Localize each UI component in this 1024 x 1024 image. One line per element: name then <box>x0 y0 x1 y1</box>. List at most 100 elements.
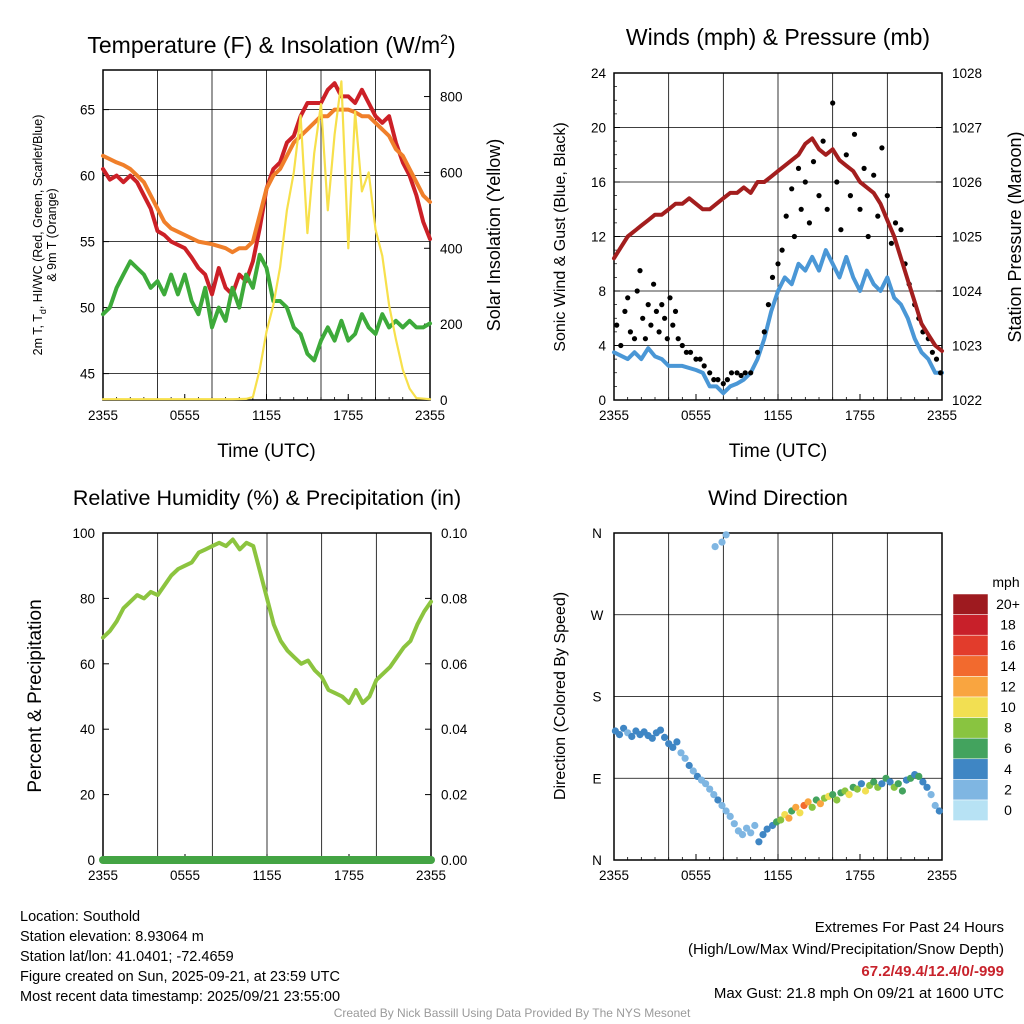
wind-gust-point <box>871 172 877 178</box>
dir-point <box>751 821 759 830</box>
dir-point <box>759 831 767 839</box>
wind-ylabel: Sonic Wind & Gust (Blue, Black) <box>552 122 569 351</box>
dir-legend-label: 18 <box>1000 617 1016 633</box>
rh-xtick-label: 2355 <box>416 868 446 883</box>
temp-ylabel-line2: & 9m T (Orange) <box>45 188 59 281</box>
station-info: Location: Southold Station elevation: 8.… <box>20 907 340 1007</box>
rh-ylabel: Percent & Precipitation <box>25 599 46 792</box>
wind-gust-point <box>791 233 798 240</box>
wind-y2tick-label: 1027 <box>952 121 982 136</box>
wind-xtick-label: 1155 <box>763 408 792 423</box>
dir-point <box>656 726 665 734</box>
dir-legend-label: 10 <box>1000 699 1016 715</box>
dir-point <box>919 778 927 786</box>
dir-point <box>718 801 726 810</box>
temp-series-yellow <box>101 80 432 401</box>
wind-gust-point <box>830 100 836 106</box>
rh-xtick-label: 1155 <box>252 868 281 883</box>
wind-gust-point <box>667 295 673 301</box>
dir-legend-swatch <box>952 614 989 636</box>
wind-gust-point <box>929 349 936 355</box>
wind-gust-point <box>748 370 754 376</box>
temp-y2tick-label: 600 <box>440 165 463 180</box>
wind-gust-point <box>806 220 813 226</box>
temp-title-end: ) <box>448 32 456 58</box>
wind-gust-point <box>625 295 631 301</box>
dir-legend-label: 16 <box>1000 637 1016 653</box>
wind-gust-point <box>884 193 890 199</box>
temp-y2tick-label: 800 <box>440 90 463 105</box>
dir-legend-swatch <box>952 634 989 657</box>
dir-legend-label: 6 <box>1004 740 1012 756</box>
temp-xtick-label: 2355 <box>415 408 445 423</box>
temp-ytick-label: 60 <box>80 169 95 184</box>
dir-legend-label: 20+ <box>996 596 1020 612</box>
dir-point <box>710 791 718 799</box>
wind-gust-point <box>802 179 808 185</box>
wind-gust-point <box>734 370 740 376</box>
temp-ylabel-right: Solar Insolation (Yellow) <box>484 139 504 331</box>
dir-point <box>796 809 804 817</box>
wind-ytick-label: 16 <box>591 175 606 190</box>
station-location: Location: Southold <box>20 909 141 925</box>
wind-y2tick-label: 1022 <box>952 393 982 408</box>
dir-legend-label: 2 <box>1004 781 1012 797</box>
temp-y2tick-label: 400 <box>440 241 463 256</box>
wind-gust-point <box>720 381 726 387</box>
dir-legend-title: mph <box>992 574 1019 590</box>
dir-legend-label: 4 <box>1004 761 1012 777</box>
recent-timestamp: Most recent data timestamp: 2025/09/21 2… <box>20 989 341 1005</box>
wind-series-blue <box>612 248 944 396</box>
wind-gust-point <box>640 315 646 321</box>
dir-point <box>792 803 800 811</box>
dir-xtick-label: 1155 <box>763 868 792 883</box>
wind-gust-point <box>683 349 690 355</box>
wind-gust-point <box>938 370 944 376</box>
dir-ytick-label: S <box>592 690 601 705</box>
wind-xtick-label: 2355 <box>927 408 957 423</box>
wind-gust-point <box>738 372 744 379</box>
dir-ytick-label: N <box>592 853 602 868</box>
rh-y2tick-label: 0.08 <box>441 591 467 606</box>
dir-point <box>738 831 747 839</box>
dir-legend-swatch <box>952 655 989 677</box>
dir-point <box>615 731 624 739</box>
wind-gust-point <box>898 227 904 233</box>
dir-point <box>853 785 861 793</box>
dir-legend-label: 14 <box>1000 658 1016 674</box>
dir-point <box>833 796 841 804</box>
dir-point <box>886 778 894 786</box>
dir-point <box>878 780 886 788</box>
wind-gust-point <box>670 322 676 328</box>
temp-ylabel-sub: d <box>38 309 48 314</box>
rh-y2tick-label: 0.00 <box>441 853 467 868</box>
dir-point <box>648 734 656 742</box>
temp-y2tick-label: 200 <box>440 317 463 332</box>
wind-gust-point <box>715 377 721 383</box>
wind-gust-point <box>838 227 844 233</box>
temp-ylabel-line1: 2m T, Td, HI/WC (Red, Green, Scarlet/Blu… <box>31 115 48 356</box>
dir-point <box>857 780 866 788</box>
dir-point <box>747 829 755 837</box>
credit-line: Created By Nick Bassill Using Data Provi… <box>333 1006 691 1020</box>
rh-xtick-label: 0555 <box>170 868 200 883</box>
wind-gust-point <box>843 152 849 158</box>
dir-point <box>689 767 697 775</box>
dir-legend-swatch <box>952 799 989 821</box>
wind-gust-point <box>933 356 940 362</box>
wind-gust-point <box>810 159 817 165</box>
wind-gust-point <box>707 370 713 376</box>
wind-gust-point <box>789 186 795 192</box>
rh-y2tick-label: 0.04 <box>441 722 468 737</box>
dir-point <box>785 814 793 822</box>
wind-ytick-label: 24 <box>591 66 607 81</box>
temp-ylabel-a: 2m T, T <box>31 314 45 356</box>
wind-gust-point <box>888 240 895 246</box>
wind-gust-point <box>742 370 748 376</box>
wind-xtick-label: 2355 <box>599 408 629 423</box>
dir-legend-label: 8 <box>1004 720 1012 736</box>
rh-xtick-label: 2355 <box>88 868 118 883</box>
temp-xtick-label: 0555 <box>170 408 200 423</box>
station-elevation: Station elevation: 8.93064 m <box>20 929 204 945</box>
